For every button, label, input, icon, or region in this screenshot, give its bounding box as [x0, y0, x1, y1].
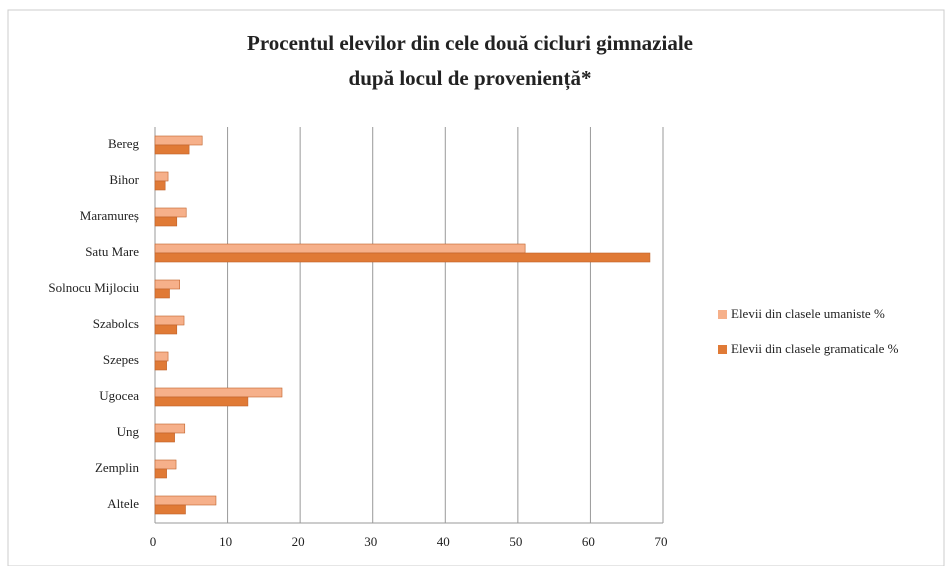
- y-tick-label: Szepes: [103, 352, 139, 367]
- bar: [154, 396, 249, 407]
- chart-frame: [7, 9, 945, 566]
- y-tick-label: Zemplin: [95, 460, 140, 475]
- x-tick-label: 30: [364, 534, 377, 549]
- bar: [154, 171, 169, 182]
- x-tick-label: 0: [150, 534, 157, 549]
- legend-swatch: [718, 310, 727, 319]
- x-tick-label: 70: [655, 534, 668, 549]
- bar: [154, 504, 186, 515]
- legend-label: Elevii din clasele umaniste %: [731, 306, 885, 321]
- bar: [154, 432, 175, 443]
- y-tick-label: Bereg: [108, 136, 140, 151]
- bar: [154, 468, 167, 479]
- bar: [154, 360, 167, 371]
- bar: [154, 351, 169, 362]
- x-tick-label: 20: [292, 534, 305, 549]
- chart-title: Procentul elevilor din cele două cicluri…: [247, 31, 693, 55]
- bar: [154, 144, 190, 155]
- legend-label: Elevii din clasele gramaticale %: [731, 341, 899, 356]
- y-tick-label: Satu Mare: [85, 244, 139, 259]
- bar: [154, 423, 186, 434]
- y-tick-label: Ung: [117, 424, 140, 439]
- x-tick-label: 60: [582, 534, 595, 549]
- bar: [154, 180, 166, 191]
- bar: [154, 243, 526, 254]
- y-tick-label: Solnocu Mijlociu: [48, 280, 139, 295]
- bar: [154, 216, 178, 227]
- bar: [154, 207, 187, 218]
- bar: [154, 288, 170, 299]
- y-tick-label: Bihor: [109, 172, 139, 187]
- y-tick-label: Altele: [107, 496, 139, 511]
- bar: [154, 135, 203, 146]
- y-tick-label: Szabolcs: [93, 316, 139, 331]
- bar: [154, 324, 178, 335]
- x-tick-label: 50: [509, 534, 522, 549]
- legend-swatch: [718, 345, 727, 354]
- chart-title: după locul de proveniență*: [349, 66, 592, 91]
- x-tick-label: 10: [219, 534, 232, 549]
- bar: [154, 252, 651, 263]
- bar: [154, 459, 177, 470]
- bar: [154, 495, 217, 506]
- y-tick-label: Ugocea: [99, 388, 139, 403]
- bar: [154, 315, 185, 326]
- x-tick-label: 40: [437, 534, 450, 549]
- bar: [154, 387, 283, 398]
- bar: [154, 279, 180, 290]
- y-tick-label: Maramureș: [80, 208, 139, 223]
